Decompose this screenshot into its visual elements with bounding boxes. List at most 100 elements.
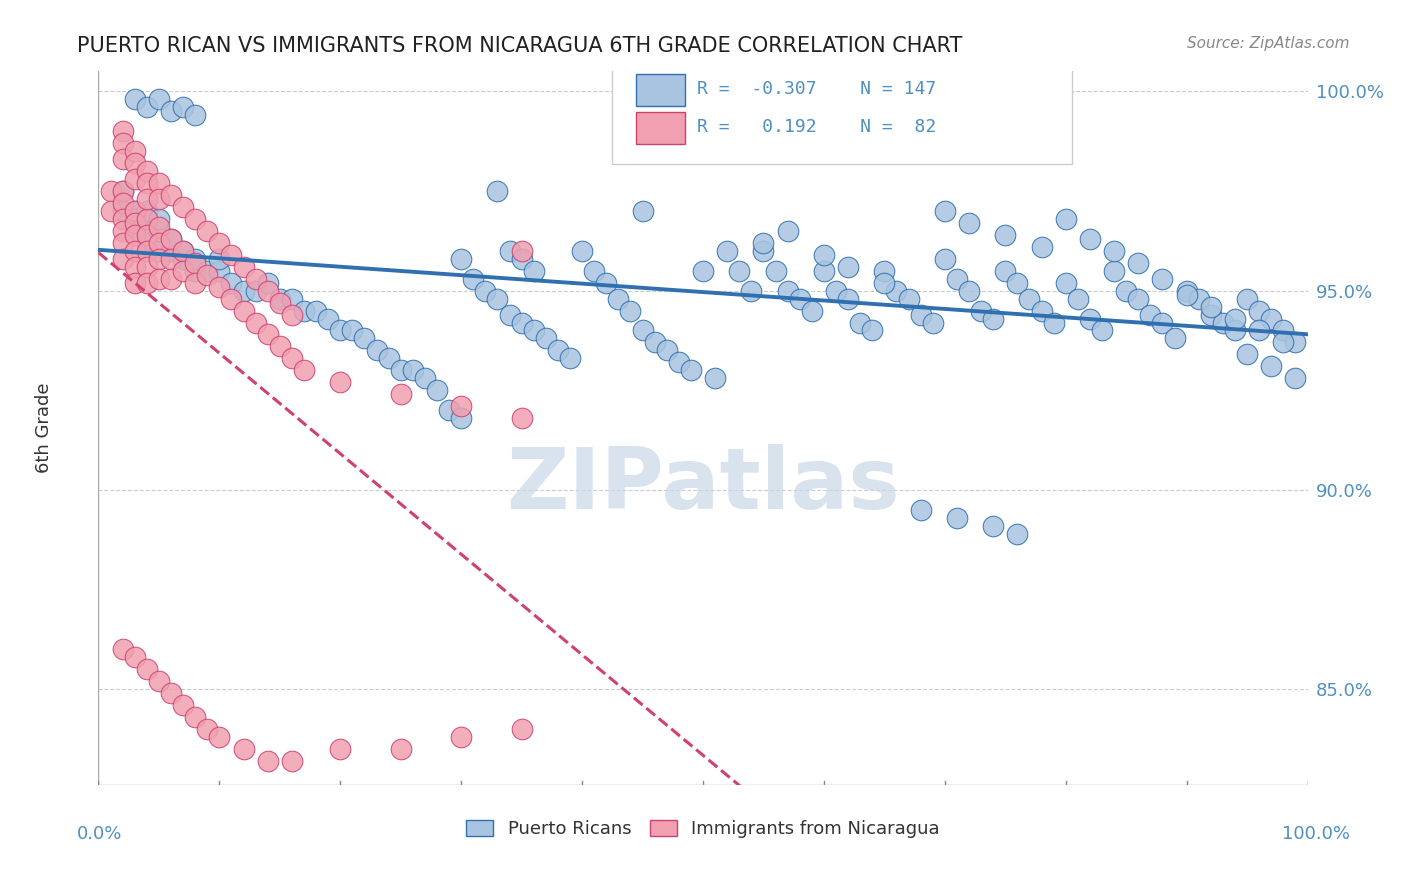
- Point: [728, 263, 751, 277]
- Point: [752, 244, 775, 258]
- Point: [897, 292, 920, 306]
- Point: [510, 244, 533, 258]
- Point: [1091, 324, 1114, 338]
- Point: [124, 227, 146, 242]
- Point: [1175, 284, 1198, 298]
- Point: [389, 363, 412, 377]
- Point: [450, 399, 472, 413]
- Point: [957, 284, 980, 298]
- Point: [413, 371, 436, 385]
- Point: [558, 351, 581, 366]
- Point: [994, 227, 1017, 242]
- Point: [221, 248, 243, 262]
- Point: [825, 284, 848, 298]
- Point: [232, 303, 254, 318]
- Point: [655, 343, 678, 358]
- Point: [510, 722, 533, 736]
- Point: [292, 303, 315, 318]
- Point: [1260, 311, 1282, 326]
- Text: R =  -0.307    N = 147: R = -0.307 N = 147: [697, 80, 936, 98]
- Point: [184, 263, 207, 277]
- Point: [813, 263, 835, 277]
- Point: [316, 311, 339, 326]
- Point: [135, 276, 157, 290]
- Point: [886, 284, 908, 298]
- Point: [402, 363, 425, 377]
- Point: [281, 308, 304, 322]
- Point: [389, 387, 412, 401]
- Point: [124, 203, 146, 218]
- Point: [184, 108, 207, 122]
- Point: [1152, 271, 1174, 285]
- Point: [124, 650, 146, 665]
- Point: [281, 292, 304, 306]
- Point: [135, 244, 157, 258]
- Point: [245, 316, 267, 330]
- Point: [329, 376, 352, 390]
- Point: [1212, 316, 1234, 330]
- Point: [1018, 292, 1040, 306]
- Point: [1272, 335, 1295, 350]
- Point: [1139, 308, 1161, 322]
- Point: [1115, 284, 1137, 298]
- Point: [160, 686, 183, 700]
- Point: [1199, 308, 1222, 322]
- Point: [256, 276, 278, 290]
- Point: [135, 176, 157, 190]
- Point: [124, 172, 146, 186]
- Point: [172, 244, 194, 258]
- Point: [111, 184, 134, 198]
- Point: [135, 227, 157, 242]
- Point: [366, 343, 388, 358]
- Point: [148, 219, 170, 234]
- Point: [547, 343, 569, 358]
- Point: [135, 662, 157, 676]
- Point: [692, 263, 714, 277]
- Point: [160, 271, 183, 285]
- Point: [172, 200, 194, 214]
- Point: [208, 730, 231, 744]
- Point: [873, 263, 896, 277]
- Point: [1188, 292, 1211, 306]
- Point: [921, 316, 943, 330]
- Point: [184, 256, 207, 270]
- Point: [946, 511, 969, 525]
- Point: [1163, 331, 1185, 345]
- Point: [1031, 240, 1053, 254]
- Point: [148, 244, 170, 258]
- Point: [124, 244, 146, 258]
- Point: [1260, 359, 1282, 374]
- FancyBboxPatch shape: [637, 112, 685, 145]
- Point: [1042, 316, 1064, 330]
- Point: [1067, 292, 1090, 306]
- Point: [245, 271, 267, 285]
- Point: [111, 252, 134, 266]
- FancyBboxPatch shape: [613, 57, 1071, 164]
- Point: [111, 152, 134, 166]
- Point: [1284, 371, 1306, 385]
- Point: [377, 351, 399, 366]
- Point: [160, 232, 183, 246]
- Text: PUERTO RICAN VS IMMIGRANTS FROM NICARAGUA 6TH GRADE CORRELATION CHART: PUERTO RICAN VS IMMIGRANTS FROM NICARAGU…: [77, 36, 963, 55]
- Point: [148, 211, 170, 226]
- Point: [256, 327, 278, 342]
- Point: [221, 276, 243, 290]
- Point: [837, 292, 859, 306]
- Point: [800, 303, 823, 318]
- Point: [1078, 232, 1101, 246]
- Point: [135, 211, 157, 226]
- Point: [776, 284, 799, 298]
- Text: Source: ZipAtlas.com: Source: ZipAtlas.com: [1187, 36, 1350, 51]
- Point: [305, 303, 328, 318]
- Point: [450, 252, 472, 266]
- Point: [281, 351, 304, 366]
- Point: [1128, 292, 1150, 306]
- Point: [232, 260, 254, 274]
- Point: [111, 124, 134, 138]
- Point: [1249, 324, 1271, 338]
- Text: 100.0%: 100.0%: [1282, 825, 1350, 843]
- Point: [135, 100, 157, 114]
- Point: [172, 100, 194, 114]
- Point: [135, 164, 157, 178]
- Point: [195, 224, 218, 238]
